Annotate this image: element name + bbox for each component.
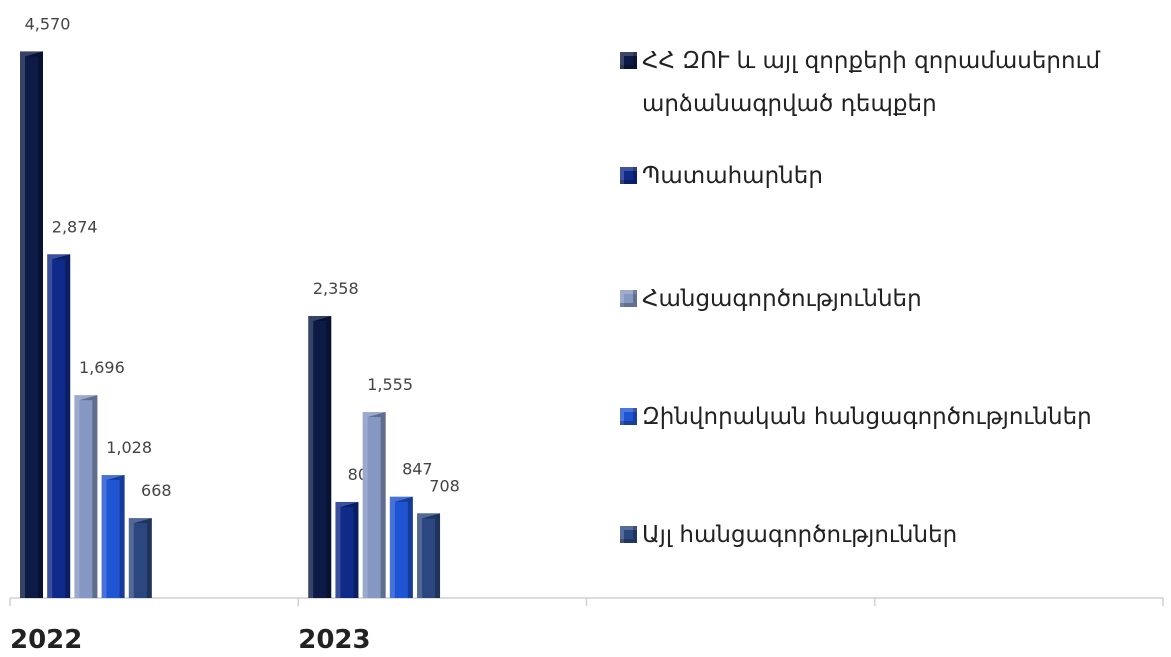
bar bbox=[101, 475, 125, 598]
bar-bevel bbox=[394, 496, 413, 598]
bar-bevel bbox=[335, 501, 359, 598]
data-label: 1,696 bbox=[79, 358, 125, 377]
legend-item: Հանցագործություններ bbox=[620, 278, 1165, 321]
bar-bevel bbox=[340, 501, 359, 598]
data-label: 2,358 bbox=[313, 279, 359, 298]
legend-label: Զինվորական հանցագործություններ bbox=[642, 404, 1092, 430]
bar bbox=[47, 254, 71, 599]
legend-label: Պատահարներ bbox=[642, 163, 823, 189]
data-label: 668 bbox=[141, 481, 172, 500]
legend-swatch bbox=[620, 408, 637, 425]
bar-bevel bbox=[101, 475, 125, 598]
legend-item: Պատահարներ bbox=[620, 155, 1165, 198]
legend-item: ՀՀ ԶՈՒ և այլ զորքերի զորամասերում արձանա… bbox=[620, 40, 1165, 126]
bar bbox=[389, 496, 413, 598]
x-tick-label: 2022 bbox=[10, 625, 82, 655]
bar bbox=[417, 513, 441, 598]
bar-bevel bbox=[47, 254, 71, 599]
bar-bevel bbox=[367, 412, 386, 598]
legend-swatch bbox=[620, 52, 637, 69]
bar-face bbox=[47, 254, 71, 599]
legend-label: Հանցագործություններ bbox=[642, 286, 922, 312]
bar-face bbox=[362, 412, 386, 598]
legend-item: Զինվորական հանցագործություններ bbox=[620, 396, 1165, 439]
legend-item: Այլ հանցագործություններ bbox=[620, 514, 1165, 557]
bar-bevel bbox=[417, 513, 441, 598]
bar-face bbox=[101, 475, 125, 598]
bar-bevel bbox=[106, 475, 125, 598]
legend-swatch bbox=[620, 526, 637, 543]
bar bbox=[74, 395, 98, 598]
data-label: 1,028 bbox=[106, 438, 152, 457]
data-label: 1,555 bbox=[367, 375, 413, 394]
bar-bevel bbox=[389, 496, 413, 598]
bar-face bbox=[128, 518, 152, 598]
bar-bevel bbox=[128, 518, 152, 598]
bar-bevel bbox=[313, 315, 332, 598]
bar-face bbox=[389, 496, 413, 598]
bar-bevel bbox=[308, 315, 332, 598]
bar-face bbox=[308, 315, 332, 598]
bar-bevel bbox=[74, 395, 98, 598]
legend-swatch bbox=[620, 167, 637, 184]
bar-bevel bbox=[79, 395, 98, 598]
bar-bevel bbox=[25, 51, 43, 599]
legend-label: ՀՀ ԶՈՒ և այլ զորքերի զորամասերում արձանա… bbox=[642, 48, 1101, 117]
bar-bevel bbox=[422, 513, 441, 598]
bar bbox=[128, 518, 152, 598]
data-label: 4,570 bbox=[25, 14, 71, 33]
bar-bevel bbox=[362, 412, 386, 598]
bar-face bbox=[335, 501, 359, 598]
data-label: 847 bbox=[402, 460, 433, 479]
bar-face bbox=[417, 513, 441, 598]
legend-swatch bbox=[620, 290, 637, 307]
data-label: 708 bbox=[429, 476, 460, 495]
data-label: 2,874 bbox=[52, 217, 98, 236]
bar-face bbox=[20, 51, 43, 599]
bar-bevel bbox=[20, 51, 43, 599]
bar bbox=[308, 315, 332, 598]
bar bbox=[20, 51, 43, 599]
bar-face bbox=[74, 395, 98, 598]
legend-label: Այլ հանցագործություններ bbox=[642, 522, 958, 548]
bar bbox=[335, 501, 359, 598]
x-tick-label: 2023 bbox=[298, 625, 370, 655]
bar-bevel bbox=[133, 518, 152, 598]
bar bbox=[362, 412, 386, 598]
bar-bevel bbox=[52, 254, 71, 599]
